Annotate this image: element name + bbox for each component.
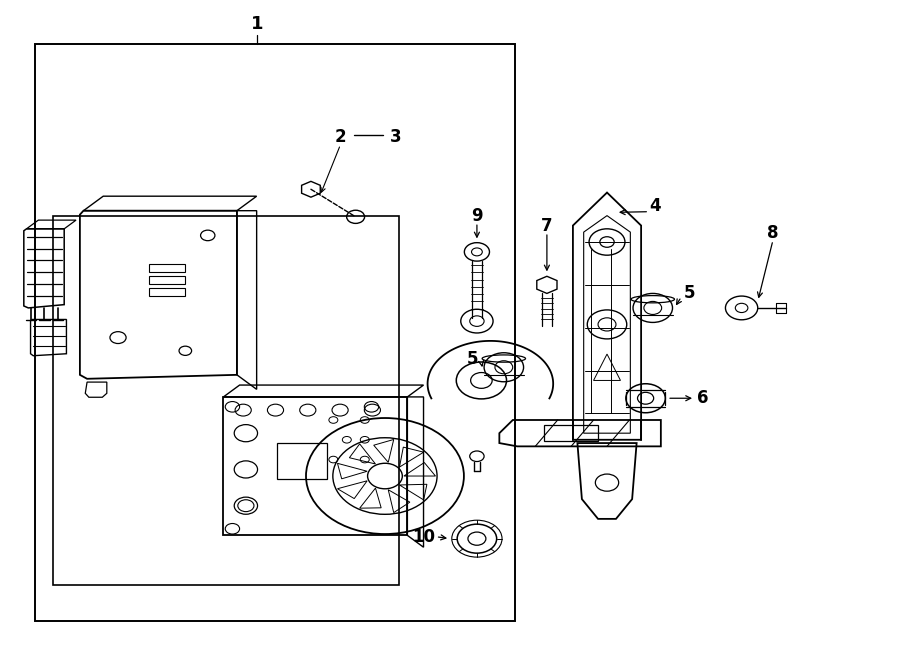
Text: 3: 3: [391, 128, 402, 146]
Bar: [149, 288, 185, 296]
Text: 10: 10: [412, 528, 436, 545]
Bar: [544, 425, 598, 441]
Bar: [277, 443, 327, 479]
Text: 1: 1: [251, 15, 264, 34]
Text: 7: 7: [541, 216, 553, 234]
Bar: [149, 276, 185, 284]
Text: 4: 4: [649, 197, 661, 214]
Text: 2: 2: [335, 128, 346, 146]
Bar: [149, 264, 185, 272]
Text: 9: 9: [471, 207, 482, 224]
Text: 5: 5: [467, 350, 479, 367]
Text: 8: 8: [767, 224, 778, 242]
Bar: [53, 216, 399, 585]
Text: 6: 6: [697, 389, 708, 407]
Text: 5: 5: [683, 284, 695, 302]
Bar: [35, 44, 516, 621]
